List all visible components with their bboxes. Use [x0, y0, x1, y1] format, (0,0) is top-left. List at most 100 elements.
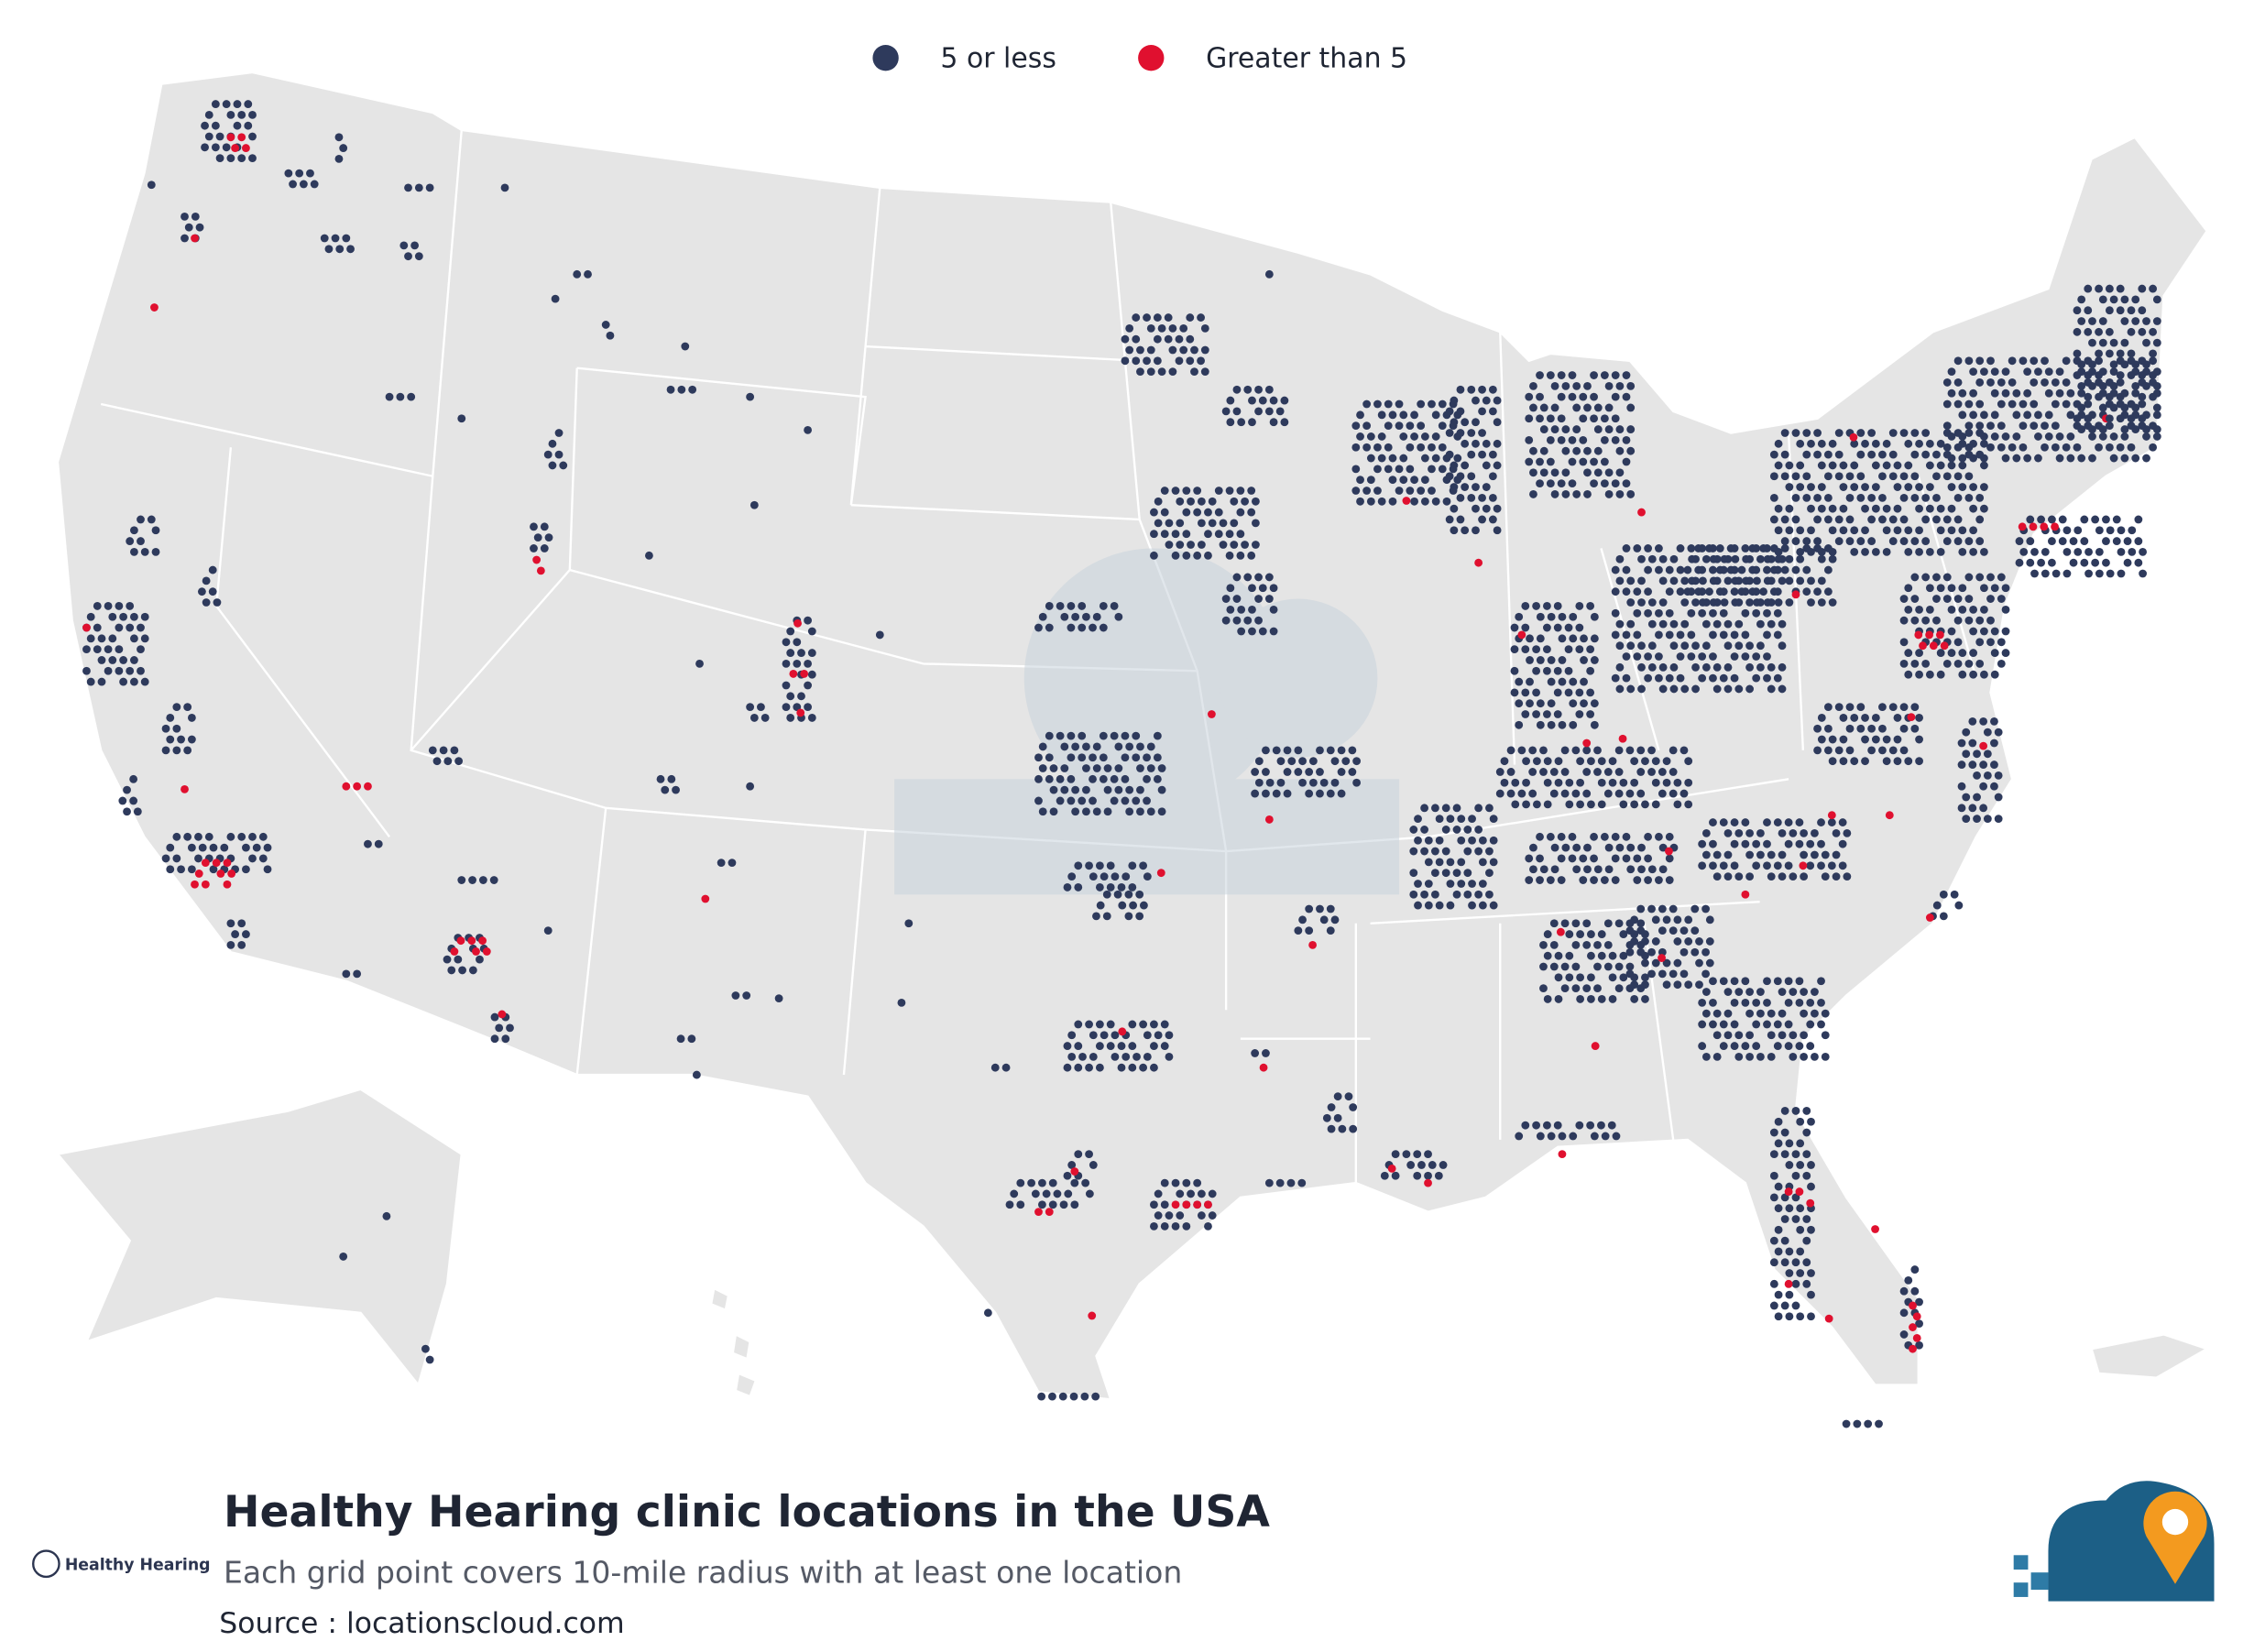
location-dot: [1615, 619, 1625, 629]
location-dot: [1550, 381, 1559, 390]
location-dot: [242, 843, 250, 852]
location-dot: [1049, 764, 1058, 772]
location-dot: [1684, 778, 1693, 787]
location-dot: [1146, 345, 1155, 355]
location-dot: [2088, 381, 2096, 390]
location-dot: [2001, 367, 2010, 377]
location-dot: [1080, 1392, 1089, 1401]
location-dot: [1807, 1182, 1815, 1191]
location-dot: [1095, 1020, 1104, 1029]
location-dot: [1795, 998, 1804, 1007]
location-dot: [1839, 714, 1848, 722]
location-dot: [2095, 547, 2104, 556]
location-dot: [1319, 778, 1329, 787]
location-dot: [1615, 490, 1625, 498]
location-dot: [1264, 407, 1274, 416]
location-dot: [1611, 392, 1620, 401]
location-dot: [1968, 760, 1977, 770]
location-dot: [1413, 1171, 1422, 1180]
location-dot: [1424, 1178, 1432, 1187]
location-dot: [1802, 565, 1811, 574]
location-dot: [1330, 757, 1340, 766]
location-dot: [1980, 504, 1988, 513]
location-dot: [1100, 1031, 1109, 1040]
location-dot: [1795, 1042, 1804, 1050]
location-dot: [1827, 811, 1836, 820]
location-dot: [1817, 461, 1826, 470]
location-dot: [1356, 497, 1364, 506]
location-dot: [1034, 623, 1043, 632]
location-dot: [1560, 962, 1570, 971]
location-dot: [1780, 1236, 1789, 1245]
location-dot: [1800, 1052, 1809, 1061]
location-dot: [1701, 904, 1710, 914]
location-dot: [1823, 450, 1833, 459]
location-dot: [194, 870, 203, 878]
location-dot: [533, 533, 542, 542]
location-dot: [1856, 537, 1866, 545]
location-dot: [2095, 349, 2103, 358]
location-dot: [1780, 450, 1789, 459]
location-dot: [1103, 807, 1112, 816]
location-dot: [346, 245, 355, 254]
location-dot: [1488, 450, 1497, 459]
location-dot: [1817, 504, 1826, 513]
location-dot: [1936, 461, 1945, 470]
location-dot: [1251, 541, 1260, 549]
location-dot: [1561, 446, 1570, 455]
location-dot: [1579, 414, 1588, 423]
location-dot: [93, 645, 102, 654]
location-dot: [1095, 1063, 1104, 1072]
location-dot: [1536, 656, 1545, 664]
location-dot: [501, 1034, 510, 1044]
location-dot: [1113, 890, 1122, 899]
location-dot: [2019, 443, 2028, 452]
location-dot: [1139, 901, 1148, 910]
location-dot: [1795, 977, 1804, 986]
location-dot: [1114, 764, 1123, 772]
location-dot: [1644, 854, 1653, 863]
location-dot: [1730, 998, 1739, 1007]
location-dot: [1435, 815, 1444, 824]
location-dot: [2120, 295, 2129, 304]
location-dot: [1910, 1286, 1920, 1296]
location-dot: [1092, 742, 1101, 751]
location-dot: [342, 234, 351, 243]
location-dot: [1962, 728, 1971, 737]
location-dot: [1980, 605, 1988, 614]
location-dot: [1622, 854, 1631, 863]
location-dot: [1150, 1200, 1158, 1209]
location-dot: [1575, 1121, 1584, 1130]
location-dot: [1067, 774, 1076, 783]
location-dot: [1171, 1221, 1180, 1231]
location-dot: [1583, 843, 1592, 852]
location-dot: [410, 241, 420, 250]
location-dot: [1160, 1042, 1169, 1050]
location-dot: [478, 936, 487, 946]
location-dot: [1763, 554, 1772, 563]
location-dot: [1969, 504, 1978, 513]
location-dot: [1763, 652, 1771, 661]
location-dot: [1665, 876, 1674, 884]
location-dot: [1258, 584, 1267, 593]
location-dot: [1932, 450, 1941, 459]
location-dot: [1658, 865, 1668, 874]
location-dot: [1958, 547, 1967, 556]
location-dot: [1630, 800, 1639, 809]
location-dot: [1878, 703, 1887, 712]
location-dot: [129, 677, 138, 686]
location-dot: [1774, 547, 1783, 556]
location-dot: [1784, 1279, 1793, 1288]
location-dot: [1741, 818, 1750, 826]
location-dot: [1875, 1419, 1883, 1428]
location-dot: [1604, 865, 1614, 874]
location-dot: [1586, 1121, 1595, 1130]
location-dot: [1529, 381, 1537, 390]
location-dot: [86, 634, 95, 643]
location-dot: [1600, 371, 1609, 379]
location-dot: [1715, 587, 1724, 596]
location-dot: [1337, 746, 1346, 755]
location-dot: [1615, 425, 1625, 433]
location-dot: [1114, 785, 1123, 794]
